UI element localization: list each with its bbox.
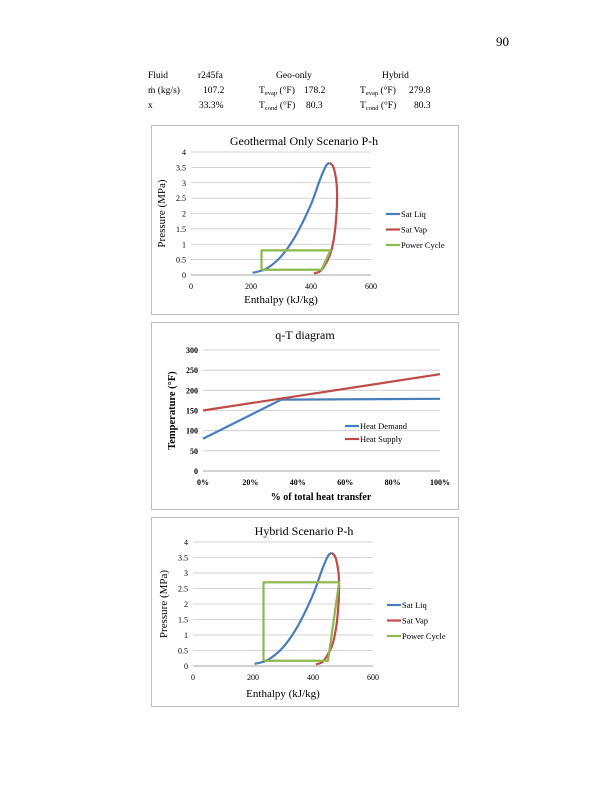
y-tick-label: 3 <box>184 569 188 578</box>
x-tick-label: 400 <box>307 673 319 682</box>
geo-tevap-value: 178.2 <box>304 86 326 96</box>
series-heat-supply-line <box>202 373 441 412</box>
y-tick-label: 250 <box>186 366 198 375</box>
x-tick-label: 600 <box>365 282 377 291</box>
legend-label-sat-liq: Sat Liq <box>401 209 427 219</box>
y-tick-label: 200 <box>186 386 198 395</box>
x-label: x <box>148 101 153 111</box>
series-sat-liq-line <box>252 161 331 274</box>
x-tick-label: 60% <box>337 478 353 487</box>
hybrid-tevap-value: 279.8 <box>409 86 431 96</box>
legend-label-heat-demand: Heat Demand <box>360 421 408 431</box>
geo-header: Geo-only <box>276 71 312 81</box>
hybrid-header: Hybrid <box>382 71 409 81</box>
x-tick-label: 200 <box>245 282 257 291</box>
y-tick-label: 150 <box>186 407 198 416</box>
x-axis-label: % of total heat transfer <box>271 492 372 503</box>
y-tick-label: 2 <box>182 210 186 219</box>
y-tick-label: 3 <box>182 179 186 188</box>
x-tick-label: 80% <box>385 478 401 487</box>
y-tick-label: 4 <box>184 538 188 547</box>
y-tick-label: 1.5 <box>178 616 188 625</box>
y-tick-label: 300 <box>186 346 198 355</box>
legend-label-sat-vap: Sat Vap <box>401 225 427 235</box>
y-tick-label: 3.5 <box>178 554 188 563</box>
chart-title: Hybrid Scenario P-h <box>255 524 354 538</box>
y-tick-label: 0 <box>184 662 188 671</box>
y-tick-label: 1 <box>184 631 188 640</box>
y-tick-label: 1 <box>182 240 186 249</box>
y-axis-label: Pressure (MPa) <box>156 179 168 247</box>
legend-label-power-cycle: Power Cycle <box>402 631 446 641</box>
y-tick-label: 0 <box>182 271 186 280</box>
x-tick-label: 20% <box>242 478 258 487</box>
y-tick-label: 0 <box>194 467 198 476</box>
geo-tcond-label: Tcond (°F) <box>259 101 296 112</box>
series-sat-vap-line <box>313 161 339 275</box>
x-axis-label: Enthalpy (kJ/kg) <box>244 294 318 306</box>
x-tick-label: 0 <box>189 282 193 291</box>
y-tick-label: 0.5 <box>178 647 188 656</box>
x-value: 33.3% <box>199 101 224 111</box>
hybrid-tevap-label: Tevap (°F) <box>360 86 396 97</box>
mdot-label: ṁ (kg/s) <box>148 86 180 96</box>
y-tick-label: 1.5 <box>176 225 186 234</box>
y-tick-label: 2 <box>184 600 188 609</box>
legend-label-sat-liq: Sat Liq <box>402 600 428 610</box>
y-axis-label: Temperature (°F) <box>167 371 178 450</box>
x-tick-label: 0 <box>191 673 195 682</box>
y-tick-label: 0.5 <box>176 256 186 265</box>
geo-tevap-label: Tevap (°F) <box>259 86 295 97</box>
x-tick-label: 400 <box>305 282 317 291</box>
x-tick-label: 200 <box>247 673 259 682</box>
x-axis-label: Enthalpy (kJ/kg) <box>246 688 320 700</box>
chart-title: Geothermal Only Scenario P-h <box>230 134 378 148</box>
hybrid-tcond-label: Tcond (°F) <box>360 101 397 112</box>
y-tick-label: 2.5 <box>176 194 186 203</box>
series-sat-liq-line <box>254 551 333 665</box>
y-tick-label: 3.5 <box>176 163 186 172</box>
fluid-value: r245fa <box>198 71 223 81</box>
chart-title: q-T diagram <box>275 328 335 342</box>
series-power-cycle-line <box>262 581 341 662</box>
legend-label-heat-supply: Heat Supply <box>360 434 403 444</box>
legend-label-power-cycle: Power Cycle <box>401 240 445 250</box>
x-tick-label: 600 <box>367 673 379 682</box>
page-number: 90 <box>496 34 509 49</box>
y-axis-label: Pressure (MPa) <box>158 570 170 638</box>
hybrid-tcond-value: 80.3 <box>414 101 431 111</box>
x-tick-label: 100% <box>430 478 450 487</box>
y-tick-label: 50 <box>190 447 198 456</box>
mdot-value: 107.2 <box>203 86 225 96</box>
fluid-label: Fluid <box>148 71 169 81</box>
geo-tcond-value: 80.3 <box>306 101 323 111</box>
y-tick-label: 2.5 <box>178 585 188 594</box>
x-tick-label: 0% <box>197 478 209 487</box>
series-power-cycle-line <box>260 249 332 271</box>
legend-label-sat-vap: Sat Vap <box>402 616 428 626</box>
y-tick-label: 4 <box>182 148 186 157</box>
qt-diagram-chart <box>151 322 459 510</box>
y-tick-label: 100 <box>186 427 198 436</box>
x-tick-label: 40% <box>290 478 306 487</box>
